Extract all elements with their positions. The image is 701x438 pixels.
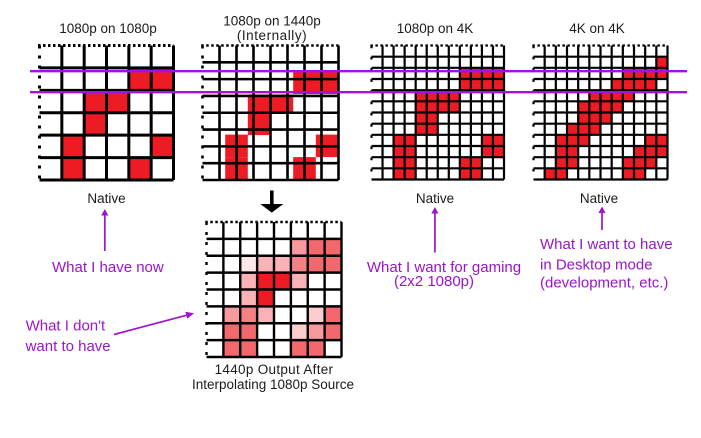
svg-text:1080p on 1440p: 1080p on 1440p [223,14,321,29]
svg-text:(development, etc.): (development, etc.) [540,275,668,292]
svg-text:1440p Output After: 1440p Output After [215,362,334,377]
svg-text:What I have now: What I have now [52,259,164,276]
svg-text:Interpolating 1080p Source: Interpolating 1080p Source [192,377,354,392]
svg-text:want to have: want to have [25,338,111,355]
svg-text:Native: Native [580,191,618,206]
svg-text:1080p on 1080p: 1080p on 1080p [59,21,157,36]
svg-text:(Internally): (Internally) [237,28,307,43]
svg-text:Native: Native [87,191,125,206]
svg-text:(2x2 1080p): (2x2 1080p) [394,273,474,290]
svg-text:4K on 4K: 4K on 4K [569,21,625,36]
svg-text:in Desktop mode: in Desktop mode [540,257,653,274]
svg-text:What I want to have: What I want to have [540,236,673,253]
svg-text:What I want for gaming: What I want for gaming [367,259,521,276]
svg-text:Native: Native [416,191,454,206]
svg-text:What I don't: What I don't [26,318,106,335]
svg-text:1080p on 4K: 1080p on 4K [397,21,474,36]
